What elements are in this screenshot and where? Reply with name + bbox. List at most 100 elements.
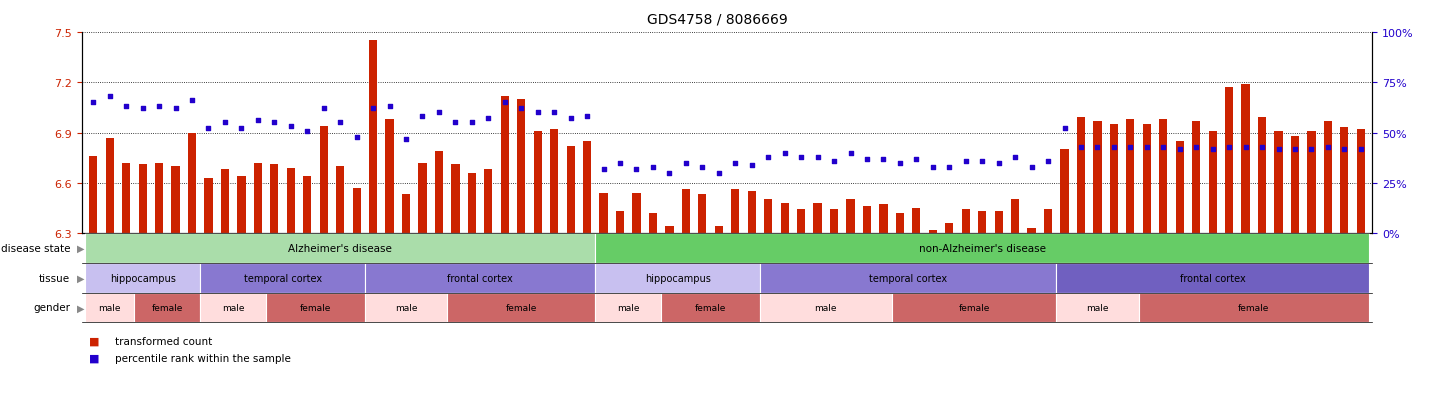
Text: ■: ■ xyxy=(89,353,99,363)
Bar xyxy=(1242,85,1249,233)
Text: ▶: ▶ xyxy=(77,303,85,313)
Point xyxy=(1119,144,1141,150)
Bar xyxy=(648,213,657,233)
Point xyxy=(1070,144,1093,150)
Text: temporal cortex: temporal cortex xyxy=(244,273,321,283)
Bar xyxy=(122,163,130,233)
Bar xyxy=(1126,120,1134,233)
Text: percentile rank within the sample: percentile rank within the sample xyxy=(115,353,291,363)
Bar xyxy=(254,163,262,233)
Bar xyxy=(1192,121,1200,233)
Bar xyxy=(287,168,295,233)
Point xyxy=(987,160,1010,166)
Text: male: male xyxy=(99,303,120,312)
Text: ▶: ▶ xyxy=(77,243,85,253)
Point xyxy=(921,164,944,171)
Bar xyxy=(1044,210,1053,233)
Point xyxy=(1332,146,1355,152)
Bar xyxy=(551,130,558,233)
Bar xyxy=(386,120,394,233)
Point xyxy=(542,110,565,116)
Text: ■: ■ xyxy=(89,336,99,346)
Bar xyxy=(419,163,426,233)
Bar xyxy=(962,210,969,233)
Point xyxy=(823,158,846,164)
Point xyxy=(889,160,912,166)
Point xyxy=(1086,144,1108,150)
Text: transformed count: transformed count xyxy=(115,336,212,346)
Bar xyxy=(995,211,1002,233)
Point xyxy=(247,118,270,124)
Point xyxy=(1349,146,1372,152)
Bar xyxy=(500,97,509,233)
Text: temporal cortex: temporal cortex xyxy=(869,273,948,283)
Text: male: male xyxy=(222,303,244,312)
Point xyxy=(346,134,369,140)
Bar xyxy=(1324,121,1332,233)
Bar xyxy=(336,166,344,233)
Point xyxy=(575,114,598,121)
Point xyxy=(971,158,994,164)
Bar xyxy=(846,200,855,233)
Point xyxy=(1184,144,1207,150)
Point xyxy=(608,160,631,166)
Bar xyxy=(467,173,476,233)
Bar xyxy=(879,205,888,233)
Bar xyxy=(1028,228,1035,233)
Bar xyxy=(89,157,98,233)
Point xyxy=(99,94,122,100)
Bar xyxy=(320,126,328,233)
Bar xyxy=(452,165,459,233)
Bar xyxy=(1011,200,1020,233)
Text: hippocampus: hippocampus xyxy=(645,273,711,283)
Point xyxy=(1152,144,1174,150)
Text: female: female xyxy=(695,303,726,312)
Point xyxy=(1136,144,1159,150)
Text: Alzheimer's disease: Alzheimer's disease xyxy=(288,243,391,253)
Point xyxy=(313,106,336,112)
Point xyxy=(790,154,813,161)
Point xyxy=(196,126,219,133)
Point xyxy=(1202,146,1225,152)
Point xyxy=(1268,146,1291,152)
Point xyxy=(181,98,204,104)
Bar xyxy=(1308,131,1315,233)
Point xyxy=(724,160,747,166)
Text: male: male xyxy=(617,303,640,312)
Point xyxy=(740,162,763,169)
Point xyxy=(460,120,483,126)
Bar xyxy=(797,210,806,233)
Text: female: female xyxy=(1238,303,1269,312)
Point xyxy=(1283,146,1306,152)
Bar xyxy=(1291,137,1299,233)
Point xyxy=(229,126,252,133)
Bar xyxy=(566,147,575,233)
Bar xyxy=(155,163,163,233)
Text: GDS4758 / 8086669: GDS4758 / 8086669 xyxy=(647,12,787,26)
Bar xyxy=(1110,125,1119,233)
Point xyxy=(1053,126,1076,133)
Bar xyxy=(1159,120,1167,233)
Bar xyxy=(978,211,987,233)
Point xyxy=(839,150,862,157)
Bar xyxy=(1225,88,1233,233)
Text: frontal cortex: frontal cortex xyxy=(447,273,513,283)
Bar xyxy=(270,165,278,233)
Point xyxy=(954,158,977,164)
Bar xyxy=(747,192,756,233)
Bar xyxy=(945,223,954,233)
Bar xyxy=(813,203,822,233)
Text: female: female xyxy=(958,303,989,312)
Bar xyxy=(929,230,936,233)
Text: non-Alzheimer's disease: non-Alzheimer's disease xyxy=(919,243,1045,253)
Point xyxy=(1250,144,1273,150)
Point xyxy=(328,120,351,126)
Point xyxy=(163,106,186,112)
Point xyxy=(773,150,796,157)
Bar xyxy=(435,152,443,233)
Bar xyxy=(485,170,492,233)
Point xyxy=(214,120,237,126)
Point xyxy=(625,166,648,173)
Text: frontal cortex: frontal cortex xyxy=(1180,273,1246,283)
Point xyxy=(478,116,500,123)
